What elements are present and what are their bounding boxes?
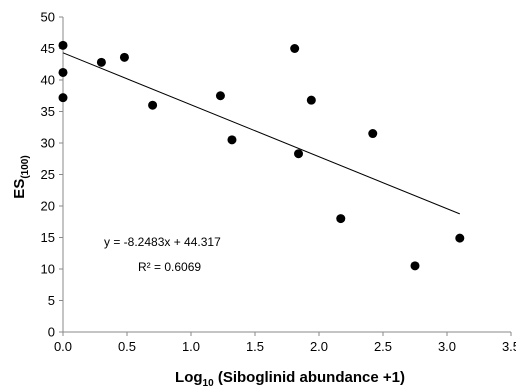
data-point	[336, 214, 346, 224]
y-axis-title-main: ES	[11, 179, 28, 199]
x-axis-title: Log10 (Siboglinid abundance +1)	[175, 369, 405, 387]
trendline-equation: y = -8.2483x + 44.317	[104, 235, 221, 249]
data-point	[368, 129, 378, 139]
data-point	[410, 261, 420, 271]
trendline-layer	[62, 52, 460, 215]
y-tick-label: 50	[41, 10, 55, 25]
data-point	[58, 40, 68, 50]
data-point	[455, 233, 465, 243]
x-tick-label: 3.0	[438, 339, 456, 354]
y-tick-label: 15	[41, 230, 55, 245]
data-point	[227, 135, 237, 145]
data-point	[290, 44, 300, 53]
x-tick-label: 2.5	[374, 339, 392, 354]
data-point	[96, 57, 106, 67]
x-tick-label: 3.5	[502, 339, 516, 354]
data-points	[58, 40, 465, 271]
data-point	[119, 52, 129, 62]
x-tick-label: 2.0	[310, 339, 328, 354]
data-point	[215, 91, 225, 101]
y-tick-label: 0	[48, 325, 55, 340]
x-tick-label: 1.5	[246, 339, 264, 354]
y-tick-label: 10	[41, 262, 55, 277]
y-tick-label: 20	[41, 199, 55, 214]
r-squared-label: R² = 0.6069	[138, 260, 201, 274]
data-point	[58, 93, 68, 103]
data-point	[306, 95, 316, 105]
x-tick-label: 0.0	[54, 339, 72, 354]
x-tick-label: 0.5	[118, 339, 136, 354]
tick-labels: 0 5 10 15 20 25 30 35 40 45 50 0.0 0.5 1.0 1.5 2.0 2.5 3.…	[41, 10, 516, 355]
y-tick-label: 45	[41, 41, 55, 56]
x-axis-title-subscript: 10	[203, 378, 215, 387]
x-tick-label: 1.0	[182, 339, 200, 354]
y-axis-title: ES(100)	[11, 155, 31, 198]
data-point	[58, 67, 68, 77]
data-point	[148, 100, 158, 110]
y-tick-label: 35	[41, 104, 55, 119]
trendline	[62, 52, 460, 215]
y-tick-label: 40	[41, 73, 55, 88]
x-axis-title-rest: (Siboglinid abundance +1)	[214, 369, 405, 386]
y-axis-title-subscript: (100)	[20, 155, 31, 178]
data-point	[294, 149, 304, 159]
axes	[59, 16, 512, 336]
y-tick-label: 25	[41, 167, 55, 182]
y-tick-label: 5	[48, 293, 55, 308]
x-axis-title-main: Log	[175, 369, 203, 386]
y-tick-label: 30	[41, 136, 55, 151]
